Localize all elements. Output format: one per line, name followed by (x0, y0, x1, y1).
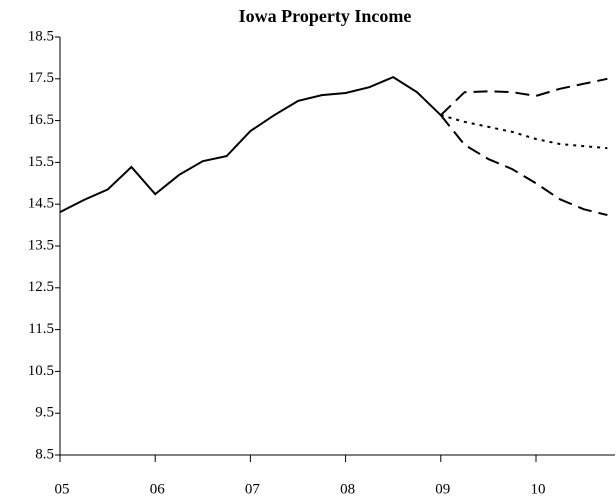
chart-title: Iowa Property Income (239, 6, 412, 26)
series-line (440, 77, 608, 116)
series-line (440, 114, 608, 150)
x-tick-label: 06 (150, 481, 166, 497)
y-tick-label: 10.5 (28, 363, 54, 379)
y-tick-label: 9.5 (35, 405, 54, 421)
x-tick-label: 08 (340, 481, 355, 497)
x-tick-label: 07 (245, 481, 261, 497)
y-tick-label: 18.5 (28, 28, 54, 44)
y-tick-label: 15.5 (28, 154, 54, 170)
x-tick-label: 10 (530, 481, 545, 497)
y-tick-label: 13.5 (28, 237, 54, 253)
x-tick-label: 09 (435, 481, 450, 497)
y-tick-label: 11.5 (28, 321, 54, 337)
series-line (440, 114, 608, 217)
series-line (59, 76, 442, 214)
y-tick-label: 16.5 (28, 112, 54, 128)
y-tick-label: 12.5 (28, 279, 54, 295)
y-tick-label: 14.5 (28, 196, 54, 212)
y-tick-label: 17.5 (28, 70, 54, 86)
y-tick-label: 8.5 (35, 446, 54, 462)
x-tick-label: 05 (55, 481, 70, 497)
